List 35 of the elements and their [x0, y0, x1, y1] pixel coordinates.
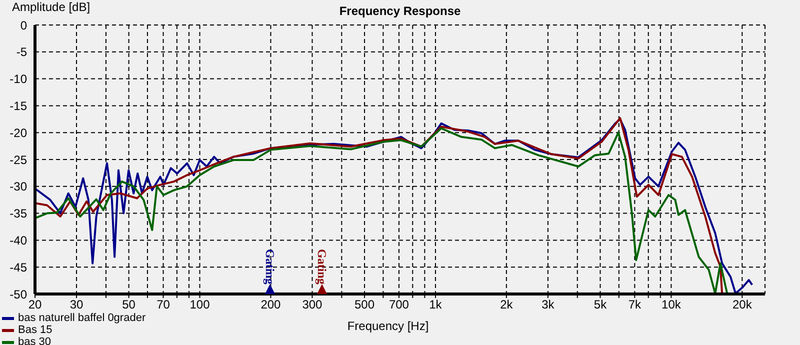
x-tick-label: 100	[190, 298, 210, 312]
y-tick-label: -40	[10, 233, 28, 248]
legend-label: Bas 15	[18, 324, 52, 336]
x-tick-label: 2k	[500, 298, 514, 312]
x-tick-label: 3k	[542, 298, 556, 312]
y-tick-label: -20	[10, 126, 28, 140]
legend-label: bas 30	[18, 336, 52, 345]
annotation: Gating	[263, 249, 277, 284]
x-tick-label: 7k	[628, 298, 642, 312]
annotation: Gating	[315, 249, 329, 284]
x-tick-label: 50	[122, 298, 136, 312]
y-tick-label: -45	[10, 260, 28, 274]
x-tick-label: 500	[354, 298, 375, 312]
y-tick-label: -35	[10, 206, 28, 221]
x-tick-label: 30	[70, 298, 84, 312]
x-tick-label: 20	[28, 298, 42, 312]
x-tick-label: 300	[302, 298, 323, 312]
x-tick-label: 1k	[429, 298, 443, 312]
y-tick-label: 0	[20, 18, 28, 32]
x-axis-title: Frequency [Hz]	[347, 319, 429, 333]
legend-label: bas naturell baffel 0grader	[18, 312, 146, 324]
x-tick-label: 70	[156, 298, 170, 312]
x-tick-label: 200	[260, 298, 282, 312]
y-tick-label: -5	[16, 45, 28, 60]
x-tick-label: 700	[388, 298, 410, 312]
y-tick-label: -25	[10, 152, 28, 167]
y-tick-label: -15	[10, 98, 28, 113]
chart-title: Frequency Response	[339, 4, 461, 18]
y-tick-label: -50	[10, 287, 28, 302]
y-axis-title: Amplitude [dB]	[12, 0, 90, 14]
y-tick-label: -30	[10, 180, 28, 194]
x-tick-label: 20k	[732, 298, 753, 312]
x-tick-label: 5k	[594, 298, 608, 312]
x-tick-label: 10k	[662, 298, 682, 312]
y-tick-label: -10	[10, 72, 28, 86]
